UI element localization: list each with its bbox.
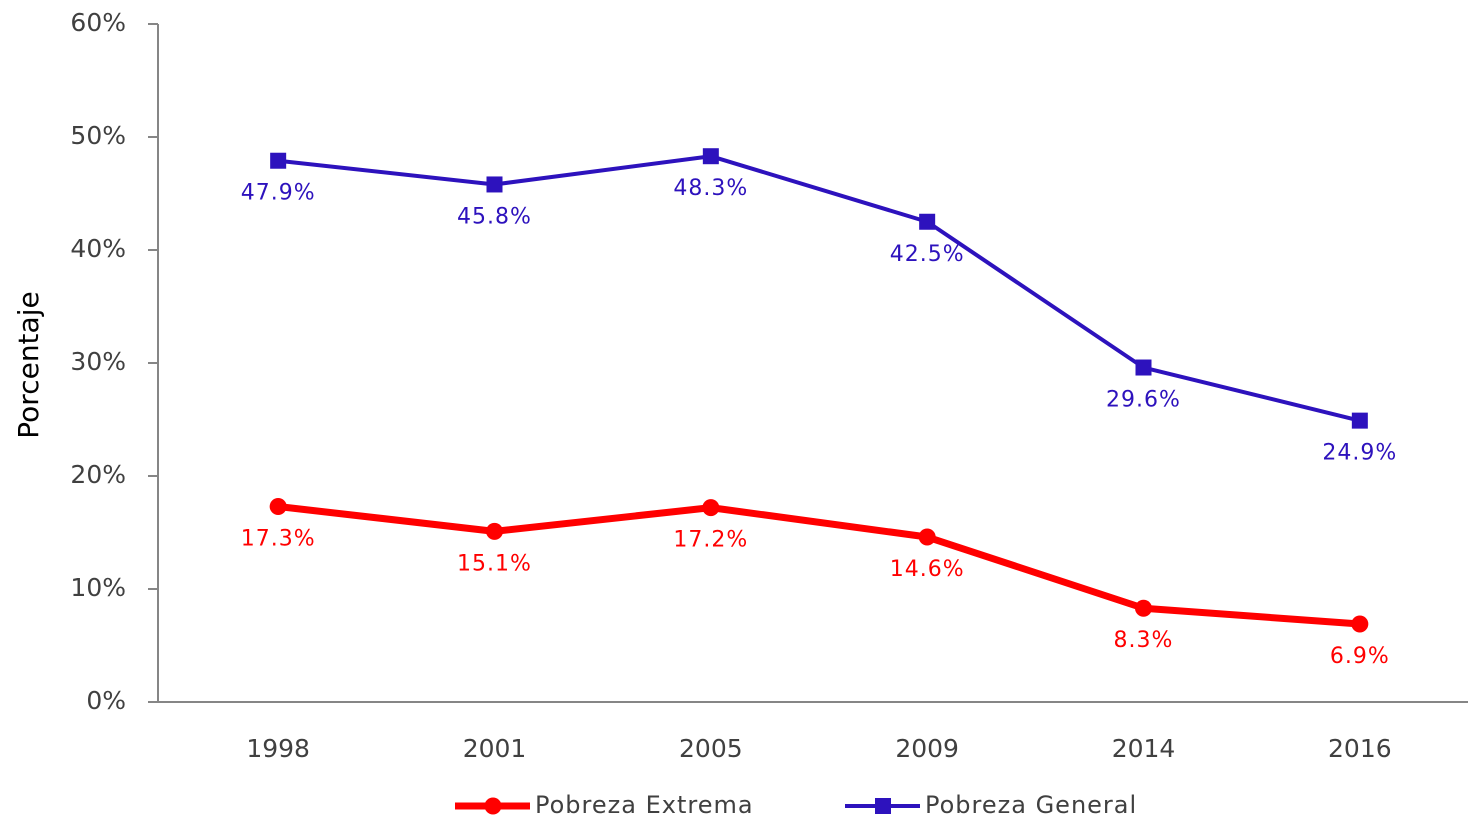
- data-label: 45.8%: [457, 204, 532, 229]
- marker: [1351, 615, 1369, 633]
- marker: [919, 213, 936, 230]
- y-tick-label: 50%: [70, 121, 126, 150]
- legend-label: Pobreza Extrema: [535, 791, 754, 819]
- legend-marker: [875, 798, 891, 814]
- data-label: 8.3%: [1114, 628, 1174, 653]
- data-label: 29.6%: [1106, 388, 1181, 413]
- y-tick-label: 60%: [70, 8, 126, 37]
- data-label: 14.6%: [890, 557, 965, 582]
- legend-marker: [484, 797, 502, 815]
- marker: [702, 148, 719, 165]
- marker: [270, 152, 287, 169]
- y-tick-label: 30%: [70, 347, 126, 376]
- x-tick-label: 1998: [246, 734, 310, 763]
- marker: [1135, 359, 1152, 376]
- marker: [1351, 412, 1368, 429]
- x-tick-label: 2014: [1112, 734, 1176, 763]
- marker: [1135, 599, 1152, 617]
- data-label: 15.1%: [457, 551, 532, 576]
- y-tick-label: 10%: [70, 573, 126, 602]
- data-label: 17.2%: [673, 528, 748, 553]
- data-label: 42.5%: [890, 242, 965, 267]
- y-axis-label: Porcentaje: [12, 291, 45, 438]
- y-tick-label: 40%: [70, 234, 126, 263]
- data-label: 17.3%: [241, 527, 316, 552]
- marker: [486, 522, 503, 540]
- y-tick-label: 0%: [86, 686, 126, 715]
- marker: [918, 528, 936, 546]
- data-label: 24.9%: [1322, 441, 1397, 466]
- data-label: 47.9%: [241, 181, 316, 206]
- y-tick-label: 20%: [70, 460, 126, 489]
- marker: [269, 498, 287, 516]
- x-tick-label: 2016: [1328, 734, 1392, 763]
- marker: [486, 176, 503, 193]
- data-label: 6.9%: [1330, 644, 1390, 669]
- x-tick-label: 2005: [679, 734, 743, 763]
- data-label: 48.3%: [673, 176, 748, 201]
- marker: [702, 499, 720, 517]
- series-line: [277, 154, 1361, 423]
- x-tick-label: 2009: [895, 734, 959, 763]
- x-tick-label: 2001: [463, 734, 527, 763]
- series-line: [277, 503, 1361, 628]
- legend-label: Pobreza General: [925, 791, 1137, 819]
